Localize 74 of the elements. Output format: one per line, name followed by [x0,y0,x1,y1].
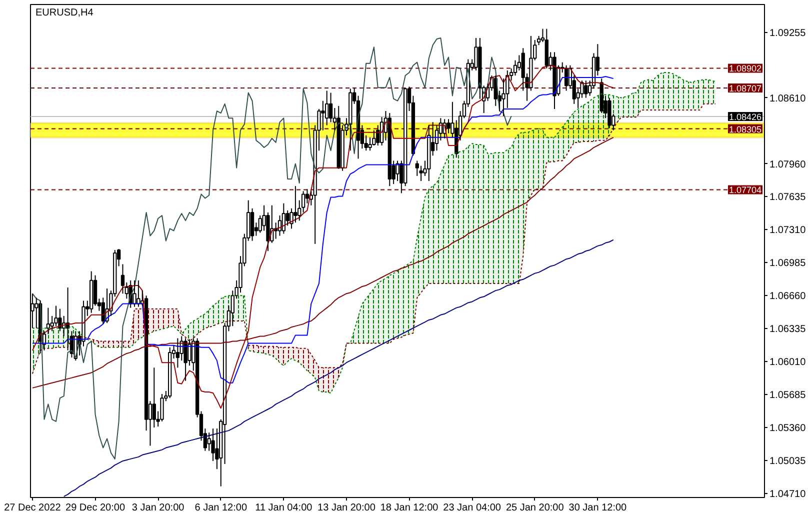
line-series [63,239,614,497]
x-tick-label: 27 Dec 2022 [4,502,62,514]
y-tick-label: 1.06660 [770,291,806,302]
candlestick [207,432,211,452]
candlestick [294,186,298,224]
candlestick [258,214,262,234]
candlestick [336,105,340,170]
candlestick [160,394,164,422]
y-tick-label: 1.07310 [770,225,806,236]
candlestick [552,52,556,110]
candlestick [328,92,333,123]
candlestick [536,35,541,46]
y-tick-label: 1.05035 [770,456,806,467]
ref-line-label: 1.08707 [728,83,762,94]
candlestick [230,290,234,327]
x-tick-label: 23 Jan 04:00 [443,502,502,514]
candlestick [521,48,525,92]
candlestick [176,338,180,368]
candlestick [368,136,372,152]
y-tick-label: 1.07960 [770,159,806,170]
candlestick [396,160,400,182]
candlestick [132,280,136,308]
candlestick [419,165,423,182]
candlestick [544,28,548,69]
candlestick [301,190,306,213]
candlestick [584,80,588,98]
y-tick-label: 1.06010 [770,357,806,368]
candlestick [120,264,125,294]
y-tick-label: 1.09255 [770,28,806,39]
candlestick [188,338,192,366]
candlestick [478,37,482,100]
y-tick-label: 1.07635 [770,192,806,204]
candlestick [446,118,450,134]
candlestick [54,305,58,327]
y-tick-label: 1.06985 [770,258,806,270]
chart-title: EURUSD,H4 [36,8,94,18]
candlestick [348,88,352,152]
candlestick [415,160,419,176]
y-tick-label: 1.08610 [770,93,806,104]
candlestick [372,130,376,146]
ref-line-label: 1.08305 [728,124,762,134]
line-series [32,37,512,460]
candlestick [168,346,172,399]
candlestick [427,124,431,182]
candlestick [152,367,156,428]
x-tick-label: 13 Jan 20:00 [318,502,376,514]
y-tick-label: 1.04710 [770,488,806,500]
candlestick [502,78,506,117]
x-tick-label: 30 Jan 12:00 [568,502,628,514]
y-tick-label: 1.05360 [770,423,806,434]
candlestick [211,428,215,462]
ref-line-label: 1.08902 [728,64,762,74]
y-tick-label: 1.05685 [770,390,806,402]
candlestick [290,208,294,230]
x-tick-label: 6 Jan 12:00 [194,502,248,514]
candlestick [580,80,584,98]
x-tick-label: 11 Jan 04:00 [255,502,313,514]
candlestick [184,338,188,382]
candlestick [321,100,325,131]
y-tick-label: 1.06335 [770,324,806,336]
candlestick [58,308,62,332]
ref-line-label: 1.08426 [728,112,762,122]
x-tick-label: 29 Dec 20:00 [66,502,126,514]
ref-line-label: 1.07704 [728,185,762,196]
x-tick-label: 3 Jan 20:00 [132,502,185,514]
candlestick [90,270,94,314]
candlestick [513,60,518,76]
candlestick [93,274,98,306]
x-tick-label: 18 Jan 12:00 [380,502,439,514]
candlestick [608,97,612,129]
candlestick [600,78,604,114]
x-tick-label: 25 Jan 20:00 [506,502,564,514]
candlestick [305,188,310,204]
candlestick [50,315,54,332]
